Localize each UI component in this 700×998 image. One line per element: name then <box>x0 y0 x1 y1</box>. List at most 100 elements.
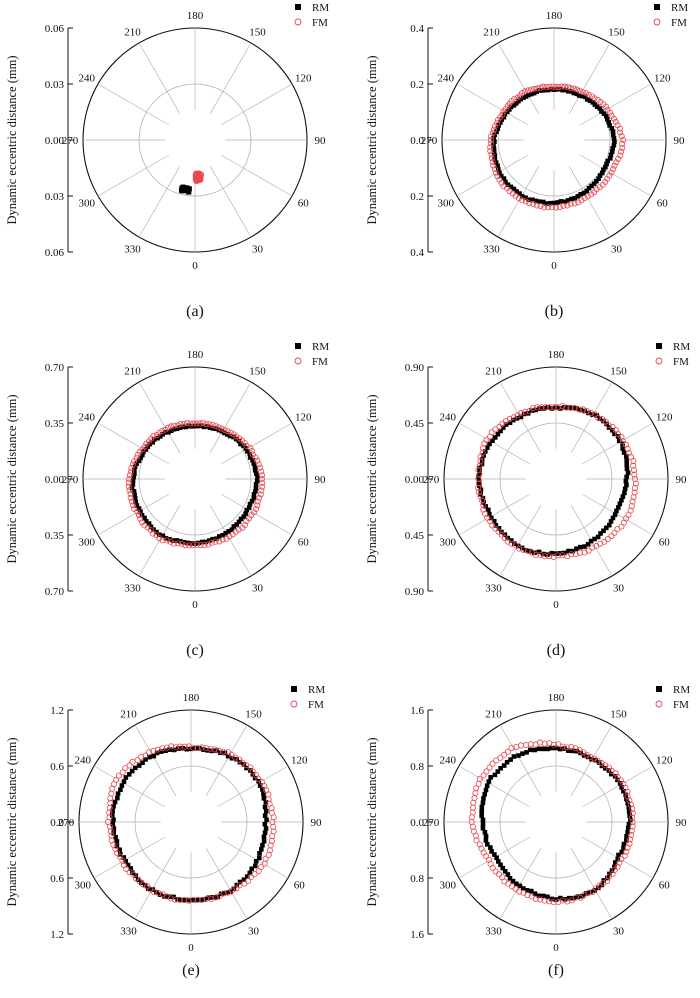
fm-point <box>109 785 116 792</box>
rm-point <box>244 507 250 513</box>
fm-point <box>128 498 135 505</box>
fm-point <box>159 745 166 752</box>
rm-point <box>491 146 497 151</box>
fm-point <box>575 406 582 413</box>
fm-point <box>472 790 479 797</box>
rm-point <box>210 426 216 431</box>
rm-point <box>478 487 484 493</box>
fm-point <box>193 541 200 548</box>
fm-point <box>125 479 132 486</box>
fm-point <box>537 552 544 559</box>
fm-point <box>247 444 254 451</box>
fm-point <box>618 433 625 440</box>
fm-point <box>128 464 135 471</box>
rm-point <box>619 849 625 855</box>
rm-point <box>131 467 137 473</box>
rm-point <box>603 525 609 531</box>
rm-point <box>563 87 568 93</box>
rm-point <box>586 185 592 191</box>
rm-point <box>507 875 513 881</box>
fm-point <box>604 536 611 543</box>
fm-point <box>555 741 562 748</box>
fm-point <box>487 147 494 154</box>
rm-point <box>514 189 519 194</box>
angle-label: 90 <box>674 135 686 147</box>
legend-label-rm: RM <box>308 684 325 696</box>
fm-point <box>171 422 178 429</box>
fm-point <box>614 122 621 129</box>
fm-point <box>163 537 170 544</box>
rm-point <box>123 775 129 780</box>
angle-label: 330 <box>120 925 137 937</box>
rm-point <box>129 485 135 491</box>
fm-point <box>476 462 483 469</box>
fm-point <box>224 749 231 756</box>
rm-point <box>520 95 526 101</box>
rm-point <box>536 549 542 555</box>
rm-point <box>252 863 258 869</box>
rm-point <box>597 106 603 111</box>
rm-point <box>611 135 617 141</box>
fm-point <box>141 522 148 529</box>
fm-point <box>549 204 556 211</box>
rm-point <box>245 449 250 454</box>
rm-point <box>492 156 498 162</box>
rm-point <box>257 783 263 788</box>
fm-point <box>488 140 495 147</box>
rm-point <box>256 855 262 861</box>
fm-point <box>216 538 223 545</box>
fm-point <box>479 497 486 504</box>
rm-point <box>516 753 521 758</box>
rm-point <box>113 834 118 840</box>
rm-point <box>560 87 565 93</box>
rm-point <box>132 492 137 498</box>
angle-label: 240 <box>439 412 456 424</box>
rm-point <box>575 194 581 199</box>
rm-point <box>143 447 149 452</box>
panel-label: (f) <box>548 962 564 979</box>
fm-point <box>589 544 596 551</box>
fm-point <box>558 83 565 90</box>
fm-point <box>481 440 488 447</box>
fm-point <box>572 551 579 558</box>
fm-point <box>559 403 566 410</box>
rm-point <box>133 499 138 505</box>
rm-point <box>479 813 484 818</box>
rm-point <box>479 804 485 810</box>
rm-point <box>498 862 503 868</box>
rm-point <box>484 783 490 789</box>
fm-point <box>190 896 197 903</box>
fm-point <box>163 744 170 751</box>
rm-point <box>627 813 632 818</box>
fm-point <box>552 204 559 211</box>
rm-point <box>249 498 255 504</box>
fm-point <box>489 864 496 871</box>
spoke <box>499 724 542 796</box>
fm-point <box>208 539 215 546</box>
rm-point <box>485 445 490 450</box>
rm-point <box>494 129 499 135</box>
rm-point <box>534 89 540 94</box>
fm-point <box>629 823 636 830</box>
angle-label: 210 <box>483 27 500 39</box>
spoke <box>217 765 289 808</box>
rm-point <box>495 126 501 131</box>
fm-point <box>178 540 185 547</box>
spoke <box>138 381 181 453</box>
fm-point <box>215 747 222 754</box>
rm-point <box>623 453 629 459</box>
fm-point <box>552 84 559 91</box>
fm-point <box>135 512 142 519</box>
fm-point <box>119 769 126 776</box>
rm-point <box>624 462 630 467</box>
fm-point <box>540 83 547 90</box>
rm-point <box>493 523 499 528</box>
fm-point <box>556 204 563 211</box>
rm-point <box>222 750 228 756</box>
fm-point <box>555 84 562 91</box>
rm-point <box>132 464 138 470</box>
fm-point <box>492 169 499 176</box>
panel-4: 0 30 60 90 120 150 180 210 240 270 300 330 0.90 0.45 0… <box>365 341 690 659</box>
fm-point <box>489 760 496 767</box>
fm-point <box>126 475 133 482</box>
